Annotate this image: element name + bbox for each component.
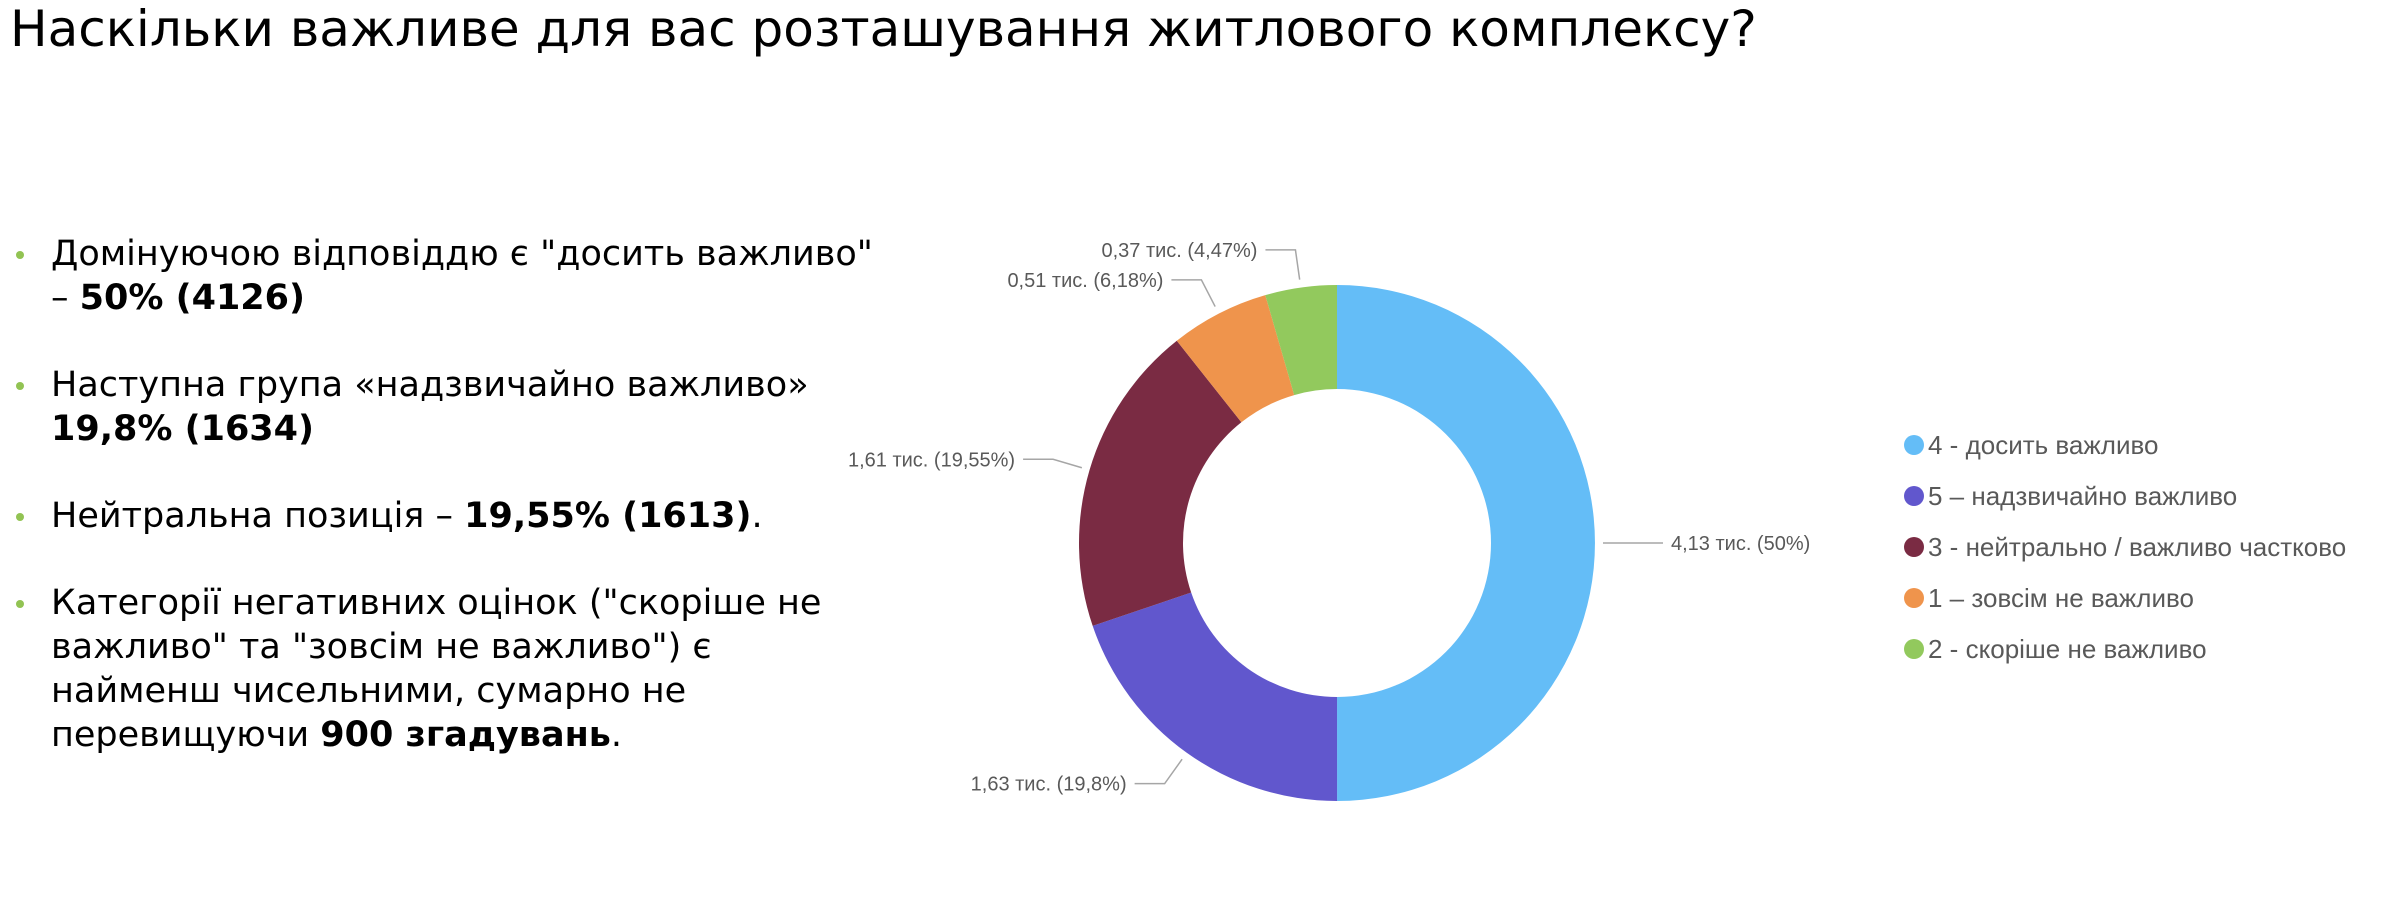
donut-slice [1092,592,1338,802]
bullet-dot-icon [16,382,24,390]
slice-data-label: 0,37 тис. (4,47%) [1101,240,1257,262]
bullet-highlight: 50% (4126) [79,278,306,318]
bullet-text: Категорії негативних оцінок ("скоріше не… [51,583,822,755]
legend-swatch-icon [1904,537,1924,557]
bullet-item: Категорії негативних оцінок ("скоріше не… [10,581,890,757]
bullet-highlight: 19,8% (1634) [51,409,315,449]
bullet-highlight: 900 згадувань [320,715,611,755]
legend-item: 4 - досить важливо [1902,426,2346,477]
legend-item: 1 – зовсім не важливо [1902,579,2346,630]
legend-label: 5 – надзвичайно важливо [1928,481,2238,511]
label-leader-line [1265,249,1301,280]
bullet-tail: . [751,496,763,536]
slice-data-label: 0,51 тис. (6,18%) [1007,270,1163,292]
label-leader-line [1171,279,1216,307]
legend-swatch-icon [1904,486,1924,506]
slice-data-label: 1,63 тис. (19,8%) [971,774,1127,796]
legend-label: 3 - нейтрально / важливо частково [1928,532,2347,562]
bullet-text: Домінуючою відповіддю є "досить важливо"… [51,234,873,318]
legend-swatch-icon [1904,588,1924,608]
label-leader-line [1023,458,1083,469]
bullet-dot-icon [16,251,24,259]
bullet-highlight: 19,55% (1613) [464,496,752,536]
summary-bullet-list: Домінуючою відповіддю є "досить важливо"… [10,232,890,757]
legend-item: 3 - нейтрально / важливо частково [1902,528,2346,579]
bullet-tail: . [610,715,623,755]
label-leader-line [1134,758,1183,785]
slice-data-label: 4,13 тис. (50%) [1671,533,1810,555]
legend-swatch-icon [1904,639,1924,659]
bullet-item: Домінуючою відповіддю є "досить важливо"… [10,232,890,320]
legend-label: 4 - досить важливо [1928,430,2159,460]
bullet-text: Нейтральна позиція – [51,496,465,536]
donut-slice [1176,295,1295,423]
donut-slice [1265,285,1337,396]
legend-item: 5 – надзвичайно важливо [1902,477,2346,528]
legend-swatch-icon [1904,435,1924,455]
bullet-item: Нейтральна позиція – 19,55% (1613). [10,494,890,538]
bullet-item: Наступна група «надзвичайно важливо» 19,… [10,363,890,451]
legend-item: 2 - скоріше не важливо [1902,630,2346,681]
chart-legend: 4 - досить важливо 5 – надзвичайно важли… [1902,426,2346,681]
legend-label: 1 – зовсім не важливо [1928,583,2194,613]
donut-slice [1337,285,1595,801]
page-title: Наскільки важливе для вас розташування ж… [10,0,1757,58]
bullet-text: Наступна група «надзвичайно важливо» [51,365,809,405]
slice-data-label: 1,61 тис. (19,55%) [848,449,1015,471]
legend-label: 2 - скоріше не важливо [1928,634,2207,664]
donut-chart: 4,13 тис. (50%) 1,63 тис. (19,8%) 1,61 тис… [848,240,1810,802]
bullet-dot-icon [16,600,24,608]
donut-slice [1079,340,1242,626]
bullet-dot-icon [16,513,24,521]
